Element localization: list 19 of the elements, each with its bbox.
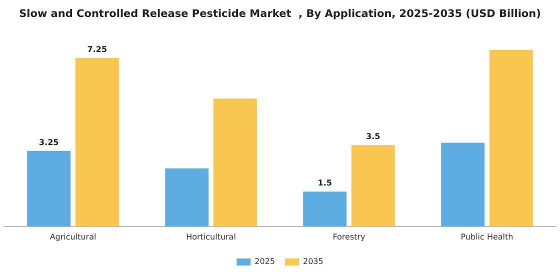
bar xyxy=(303,192,347,226)
bar xyxy=(351,145,395,226)
data-label: 3.5 xyxy=(366,132,381,142)
chart-title: Slow and Controlled Release Pesticide Market , By Application, 2025-2035 (USD Billion) xyxy=(19,8,541,20)
legend-label: 2025 xyxy=(254,257,275,266)
bar xyxy=(489,50,533,226)
x-tick-label: Agricultural xyxy=(50,232,96,242)
bar xyxy=(27,150,71,226)
data-label: 1.5 xyxy=(318,178,332,188)
bar xyxy=(213,98,257,226)
legend-label: 2035 xyxy=(303,257,324,266)
bar xyxy=(441,142,485,226)
bar xyxy=(75,58,119,226)
x-tick-label: Public Health xyxy=(460,232,514,242)
data-label: 3.25 xyxy=(38,138,60,147)
bar xyxy=(165,168,209,226)
x-tick-label: Forestry xyxy=(332,232,366,242)
data-label: 7.25 xyxy=(87,45,108,54)
x-tick-label: Horticultural xyxy=(186,232,236,242)
